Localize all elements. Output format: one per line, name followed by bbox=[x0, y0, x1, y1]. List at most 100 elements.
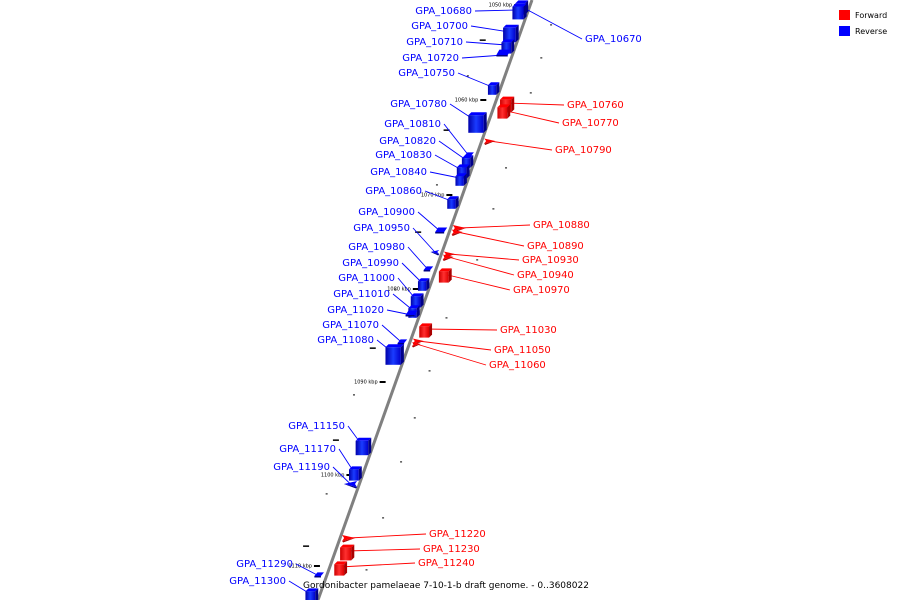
gene-label[interactable]: GPA_11000 bbox=[338, 273, 395, 284]
gene-feature[interactable] bbox=[342, 535, 356, 543]
minor-tick bbox=[443, 129, 450, 131]
gene-feature[interactable] bbox=[487, 82, 500, 95]
gene-feature[interactable] bbox=[423, 266, 434, 272]
gene-label[interactable]: GPA_11190 bbox=[273, 462, 330, 473]
gene-connector bbox=[505, 102, 565, 106]
gene-shape-side bbox=[511, 96, 515, 113]
gene-shape bbox=[314, 572, 324, 576]
gene-shape-top bbox=[500, 96, 515, 100]
gene-connector bbox=[449, 253, 520, 261]
gene-feature[interactable] bbox=[410, 293, 424, 308]
gene-feature[interactable] bbox=[512, 3, 527, 20]
gene-label[interactable]: GPA_11240 bbox=[418, 558, 475, 569]
gene-feature[interactable] bbox=[497, 104, 511, 119]
gene-label[interactable]: GPA_10890 bbox=[527, 241, 584, 252]
gene-feature[interactable] bbox=[430, 250, 440, 256]
kbp-tick bbox=[480, 99, 487, 101]
gene-shape bbox=[443, 251, 455, 257]
gene-feature[interactable] bbox=[355, 437, 372, 456]
gene-feature[interactable] bbox=[435, 227, 448, 234]
gene-shape bbox=[334, 564, 345, 576]
gene-feature[interactable] bbox=[385, 344, 404, 365]
gene-label[interactable]: GPA_10840 bbox=[370, 167, 427, 178]
gene-label[interactable]: GPA_11080 bbox=[317, 335, 374, 346]
gene-label[interactable]: GPA_11230 bbox=[423, 544, 480, 555]
gene-feature[interactable] bbox=[305, 588, 319, 600]
gene-shape-top bbox=[408, 305, 420, 309]
gene-feature[interactable] bbox=[419, 323, 433, 338]
gene-feature[interactable] bbox=[451, 229, 463, 237]
minor-tick bbox=[479, 39, 486, 41]
gene-feature[interactable] bbox=[503, 24, 519, 43]
gene-label[interactable]: GPA_10780 bbox=[390, 99, 447, 110]
gene-feature[interactable] bbox=[496, 49, 511, 57]
gene-shape-side bbox=[351, 544, 355, 561]
gene-label[interactable]: GPA_11060 bbox=[489, 360, 546, 371]
genome-backbone bbox=[316, 0, 534, 600]
gene-shape-top bbox=[438, 268, 452, 272]
gene-connector bbox=[417, 211, 442, 233]
gene-label[interactable]: GPA_10810 bbox=[384, 119, 441, 130]
gene-label[interactable]: GPA_10790 bbox=[555, 145, 612, 156]
gene-connector bbox=[443, 123, 470, 157]
gene-connector bbox=[345, 548, 421, 552]
gene-shape bbox=[461, 158, 471, 168]
gene-label[interactable]: GPA_10930 bbox=[522, 255, 579, 266]
gene-feature[interactable] bbox=[348, 466, 362, 481]
gene-label[interactable]: GPA_10940 bbox=[517, 270, 574, 281]
gene-label[interactable]: GPA_10950 bbox=[353, 223, 410, 234]
gene-label[interactable]: GPA_11020 bbox=[327, 305, 384, 316]
gene-feature[interactable] bbox=[438, 268, 452, 283]
gene-label[interactable]: GPA_11170 bbox=[279, 444, 336, 455]
gene-feature[interactable] bbox=[411, 342, 421, 348]
gene-feature[interactable] bbox=[456, 164, 470, 179]
gene-shape-top bbox=[305, 588, 319, 592]
gene-label[interactable]: GPA_10680 bbox=[415, 6, 472, 17]
gene-label[interactable]: GPA_10860 bbox=[365, 186, 422, 197]
gene-shape bbox=[451, 229, 463, 235]
gene-shape-side bbox=[400, 344, 404, 365]
minor-tick bbox=[529, 92, 532, 94]
gene-label[interactable]: GPA_11010 bbox=[333, 289, 390, 300]
gene-feature[interactable] bbox=[455, 173, 467, 186]
gene-feature[interactable] bbox=[397, 339, 408, 345]
gene-label[interactable]: GPA_11050 bbox=[494, 345, 551, 356]
gene-shape-top bbox=[419, 323, 433, 327]
gene-label[interactable]: GPA_11030 bbox=[500, 325, 557, 336]
gene-feature[interactable] bbox=[447, 196, 459, 209]
gene-label[interactable]: GPA_11070 bbox=[322, 320, 379, 331]
gene-feature[interactable] bbox=[340, 544, 355, 561]
gene-feature[interactable] bbox=[501, 39, 515, 54]
gene-label[interactable]: GPA_10990 bbox=[342, 258, 399, 269]
gene-shape bbox=[397, 339, 408, 343]
gene-feature[interactable] bbox=[442, 254, 454, 262]
gene-feature[interactable] bbox=[461, 155, 474, 168]
gene-feature[interactable] bbox=[484, 138, 496, 146]
gene-feature[interactable] bbox=[343, 481, 358, 489]
gene-label[interactable]: GPA_11300 bbox=[229, 576, 286, 587]
gene-feature[interactable] bbox=[405, 310, 418, 317]
gene-label[interactable]: GPA_11220 bbox=[429, 529, 486, 540]
gene-labels: GPA_10670 GPA_10680 GPA_10700 GPA_10710 GPA_… bbox=[229, 6, 642, 587]
gene-label[interactable]: GPA_10900 bbox=[358, 207, 415, 218]
gene-label[interactable]: GPA_10830 bbox=[375, 150, 432, 161]
gene-feature[interactable] bbox=[314, 572, 324, 578]
gene-label[interactable]: GPA_10670 bbox=[585, 34, 642, 45]
gene-feature[interactable] bbox=[468, 112, 487, 133]
gene-label[interactable]: GPA_10710 bbox=[406, 37, 463, 48]
gene-label[interactable]: GPA_10880 bbox=[533, 220, 590, 231]
gene-label[interactable]: GPA_10970 bbox=[513, 285, 570, 296]
gene-label[interactable]: GPA_10750 bbox=[398, 68, 455, 79]
gene-label[interactable]: GPA_10770 bbox=[562, 118, 619, 129]
gene-label[interactable]: GPA_10720 bbox=[402, 53, 459, 64]
gene-label[interactable]: GPA_11150 bbox=[288, 421, 345, 432]
genome-caption: Gordonibacter pamelaeae 7-10-1-b draft g… bbox=[303, 581, 589, 591]
gene-feature[interactable] bbox=[417, 278, 430, 291]
gene-label[interactable]: GPA_10760 bbox=[567, 100, 624, 111]
gene-label[interactable]: GPA_10820 bbox=[379, 136, 436, 147]
gene-label[interactable]: GPA_10700 bbox=[411, 21, 468, 32]
gene-label[interactable]: GPA_10980 bbox=[348, 242, 405, 253]
gene-label[interactable]: GPA_11290 bbox=[236, 559, 293, 570]
gene-feature[interactable] bbox=[334, 561, 348, 576]
